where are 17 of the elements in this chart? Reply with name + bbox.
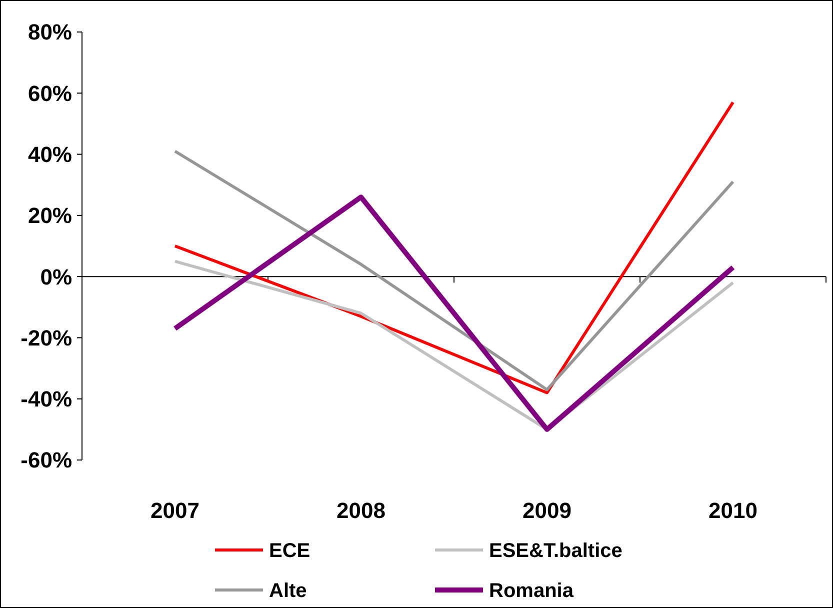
legend-label: ESE&T.baltice [489,540,622,562]
x-tick-label: 2010 [708,498,758,523]
x-tick-label: 2008 [336,498,386,523]
y-tick-label: -60% [20,448,72,473]
legend-label: Alte [269,580,307,602]
y-tick-label: -20% [20,325,72,350]
y-tick-label: -40% [20,386,72,412]
y-tick-label: 20% [28,203,72,228]
y-tick-label: 40% [28,142,72,167]
legend-label: ECE [269,540,310,562]
y-tick-label: 80% [28,20,72,45]
y-tick-label: 60% [28,80,72,106]
line-series [174,150,734,392]
y-tick-label: 0% [40,264,72,290]
x-tick-label: 2009 [522,498,572,523]
legend-label: Romania [489,580,574,602]
x-tick-label: 2007 [150,498,200,523]
